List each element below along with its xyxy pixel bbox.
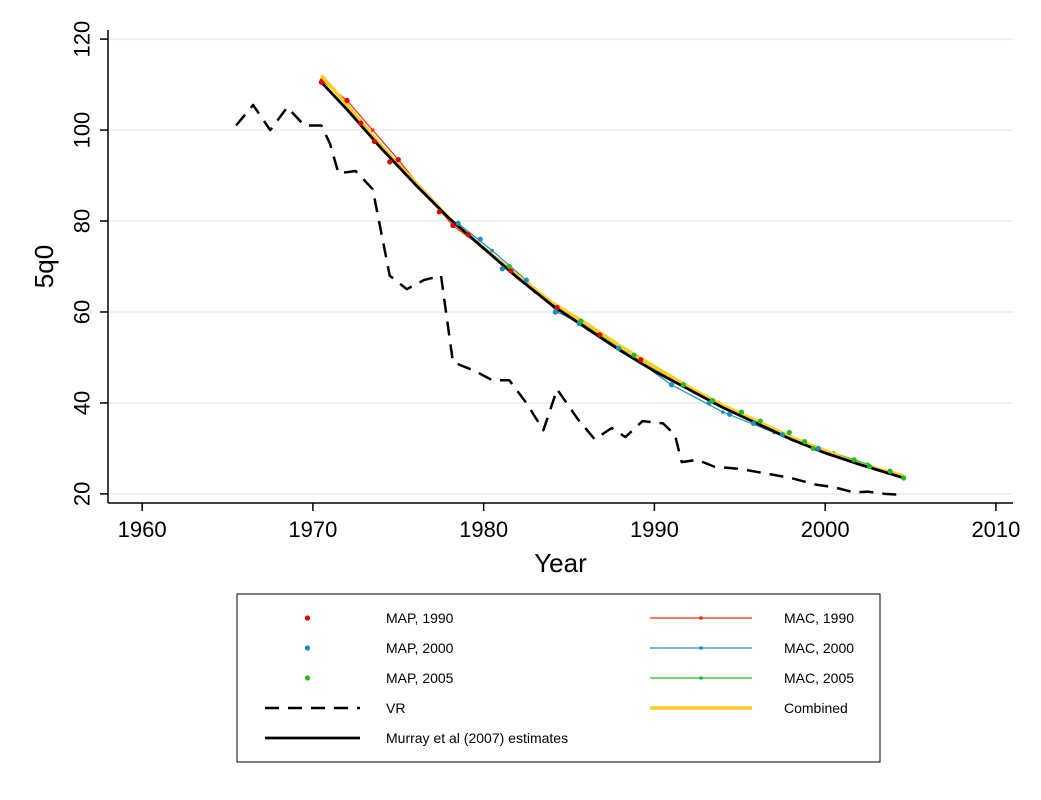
y-tick-label-100: 100 [70, 112, 95, 149]
data-point-map-1990 [318, 79, 325, 85]
legend-box [236, 593, 881, 763]
data-point-map-1990 [597, 332, 603, 338]
data-point-map-2000 [726, 411, 733, 417]
legend-label-map-2000: MAP, 2000 [386, 640, 454, 656]
ticks: 20 40 60 80 100 120 1960 1970 1980 1990 2000 2010 [70, 21, 1021, 542]
data-point-map-2000 [477, 236, 483, 242]
x-tick-label-1980: 1980 [459, 517, 508, 542]
data-point-map-2005 [786, 429, 792, 436]
data-point-map-2005 [680, 382, 687, 388]
legend-label-combined: Combined [784, 700, 848, 716]
data-point-map-1990 [344, 97, 350, 104]
data-point-mac-2000 [490, 248, 494, 253]
data-point-map-2000 [499, 266, 506, 272]
x-tick-label-1970: 1970 [288, 517, 337, 542]
data-point-map-2005 [802, 439, 808, 445]
legend-item-vr: VR [265, 700, 405, 716]
data-point-map-1990 [508, 268, 514, 274]
y-tick-label-120: 120 [70, 21, 95, 58]
y-tick-label-60: 60 [70, 300, 95, 324]
legend-label-map-2005: MAP, 2005 [386, 670, 454, 686]
y-axis-title: 5q0 [29, 245, 59, 288]
x-tick-label-1960: 1960 [118, 517, 167, 542]
legend-item-map-2005: MAP, 2005 [304, 670, 454, 686]
data-point-map-2005 [757, 418, 763, 424]
legend-marker-map-2000 [304, 645, 311, 651]
data-point-map-2005 [738, 409, 745, 415]
legend-label-mac-2000: MAC, 2000 [784, 640, 854, 656]
series-line-vr [235, 103, 903, 497]
data-point-map-2000 [815, 445, 821, 452]
legend-label-mac-2005: MAC, 2005 [784, 670, 854, 686]
series-line-murray [320, 81, 905, 480]
legend-item-mac-1990: MAC, 1990 [650, 610, 854, 626]
y-tick-label-80: 80 [70, 209, 95, 233]
data-point-map-2000 [552, 309, 558, 315]
data-point-map-2000 [668, 382, 675, 388]
legend-item-combined: Combined [650, 700, 848, 716]
series-line-combined [320, 74, 905, 478]
legend-marker-mac-2000 [699, 646, 703, 650]
data-point-mac-1990 [370, 128, 375, 132]
x-tick-label-1990: 1990 [630, 517, 679, 542]
data-point-map-2005 [866, 464, 873, 470]
data-point-map-1990 [450, 222, 456, 229]
legend: MAP, 1990 MAC, 1990 MAP, 2000 MAC, 2000 MAP,… [236, 593, 881, 763]
data-point-map-1990 [387, 159, 393, 165]
plot-area [235, 74, 907, 497]
x-axis-title: Year [534, 548, 587, 578]
axes [107, 30, 1013, 504]
data-point-map-1990 [371, 138, 377, 145]
data-point-map-2000 [779, 432, 786, 438]
data-point-map-2005 [506, 263, 512, 270]
data-point-mac-2000 [720, 410, 725, 414]
x-tick-label-2010: 2010 [971, 517, 1020, 542]
data-point-map-1990 [395, 157, 401, 163]
legend-label-murray: Murray et al (2007) estimates [386, 730, 568, 746]
legend-item-map-2000: MAP, 2000 [304, 640, 454, 656]
data-point-map-2005 [631, 352, 637, 358]
legend-label-map-1990: MAP, 1990 [386, 610, 454, 626]
series-map-1990 [318, 79, 644, 363]
data-point-map-2000 [615, 345, 622, 351]
legend-label-mac-1990: MAC, 1990 [784, 610, 854, 626]
data-point-map-2005 [887, 468, 893, 474]
data-point-map-1990 [638, 357, 644, 363]
data-point-map-1990 [358, 120, 364, 126]
legend-label-vr: VR [386, 700, 405, 716]
data-point-map-1990 [554, 304, 560, 311]
y-tick-label-40: 40 [70, 391, 95, 415]
legend-item-mac-2000: MAC, 2000 [650, 640, 854, 656]
data-point-map-2000 [523, 277, 529, 283]
data-point-map-1990 [436, 209, 442, 215]
data-point-map-2005 [578, 318, 584, 324]
legend-marker-mac-1990 [699, 616, 703, 620]
data-point-map-2000 [750, 420, 757, 427]
legend-marker-mac-2005 [699, 676, 703, 680]
legend-item-map-1990: MAP, 1990 [304, 610, 454, 626]
series-murray [320, 81, 905, 480]
data-point-map-2005 [851, 457, 857, 463]
data-point-map-2005 [901, 475, 907, 481]
series-combined [320, 74, 905, 478]
legend-item-mac-2005: MAC, 2005 [650, 670, 854, 686]
series-map-2005 [506, 263, 907, 481]
data-point-map-2000 [455, 220, 461, 226]
series-vr [235, 103, 903, 497]
x-tick-label-2000: 2000 [801, 517, 850, 542]
y-tick-label-20: 20 [70, 482, 95, 506]
data-point-map-2005 [810, 445, 816, 452]
legend-marker-map-1990 [304, 615, 311, 621]
data-point-map-1990 [465, 232, 471, 238]
legend-item-murray: Murray et al (2007) estimates [265, 730, 568, 746]
data-point-map-2005 [709, 398, 716, 404]
legend-marker-map-2005 [304, 675, 311, 681]
